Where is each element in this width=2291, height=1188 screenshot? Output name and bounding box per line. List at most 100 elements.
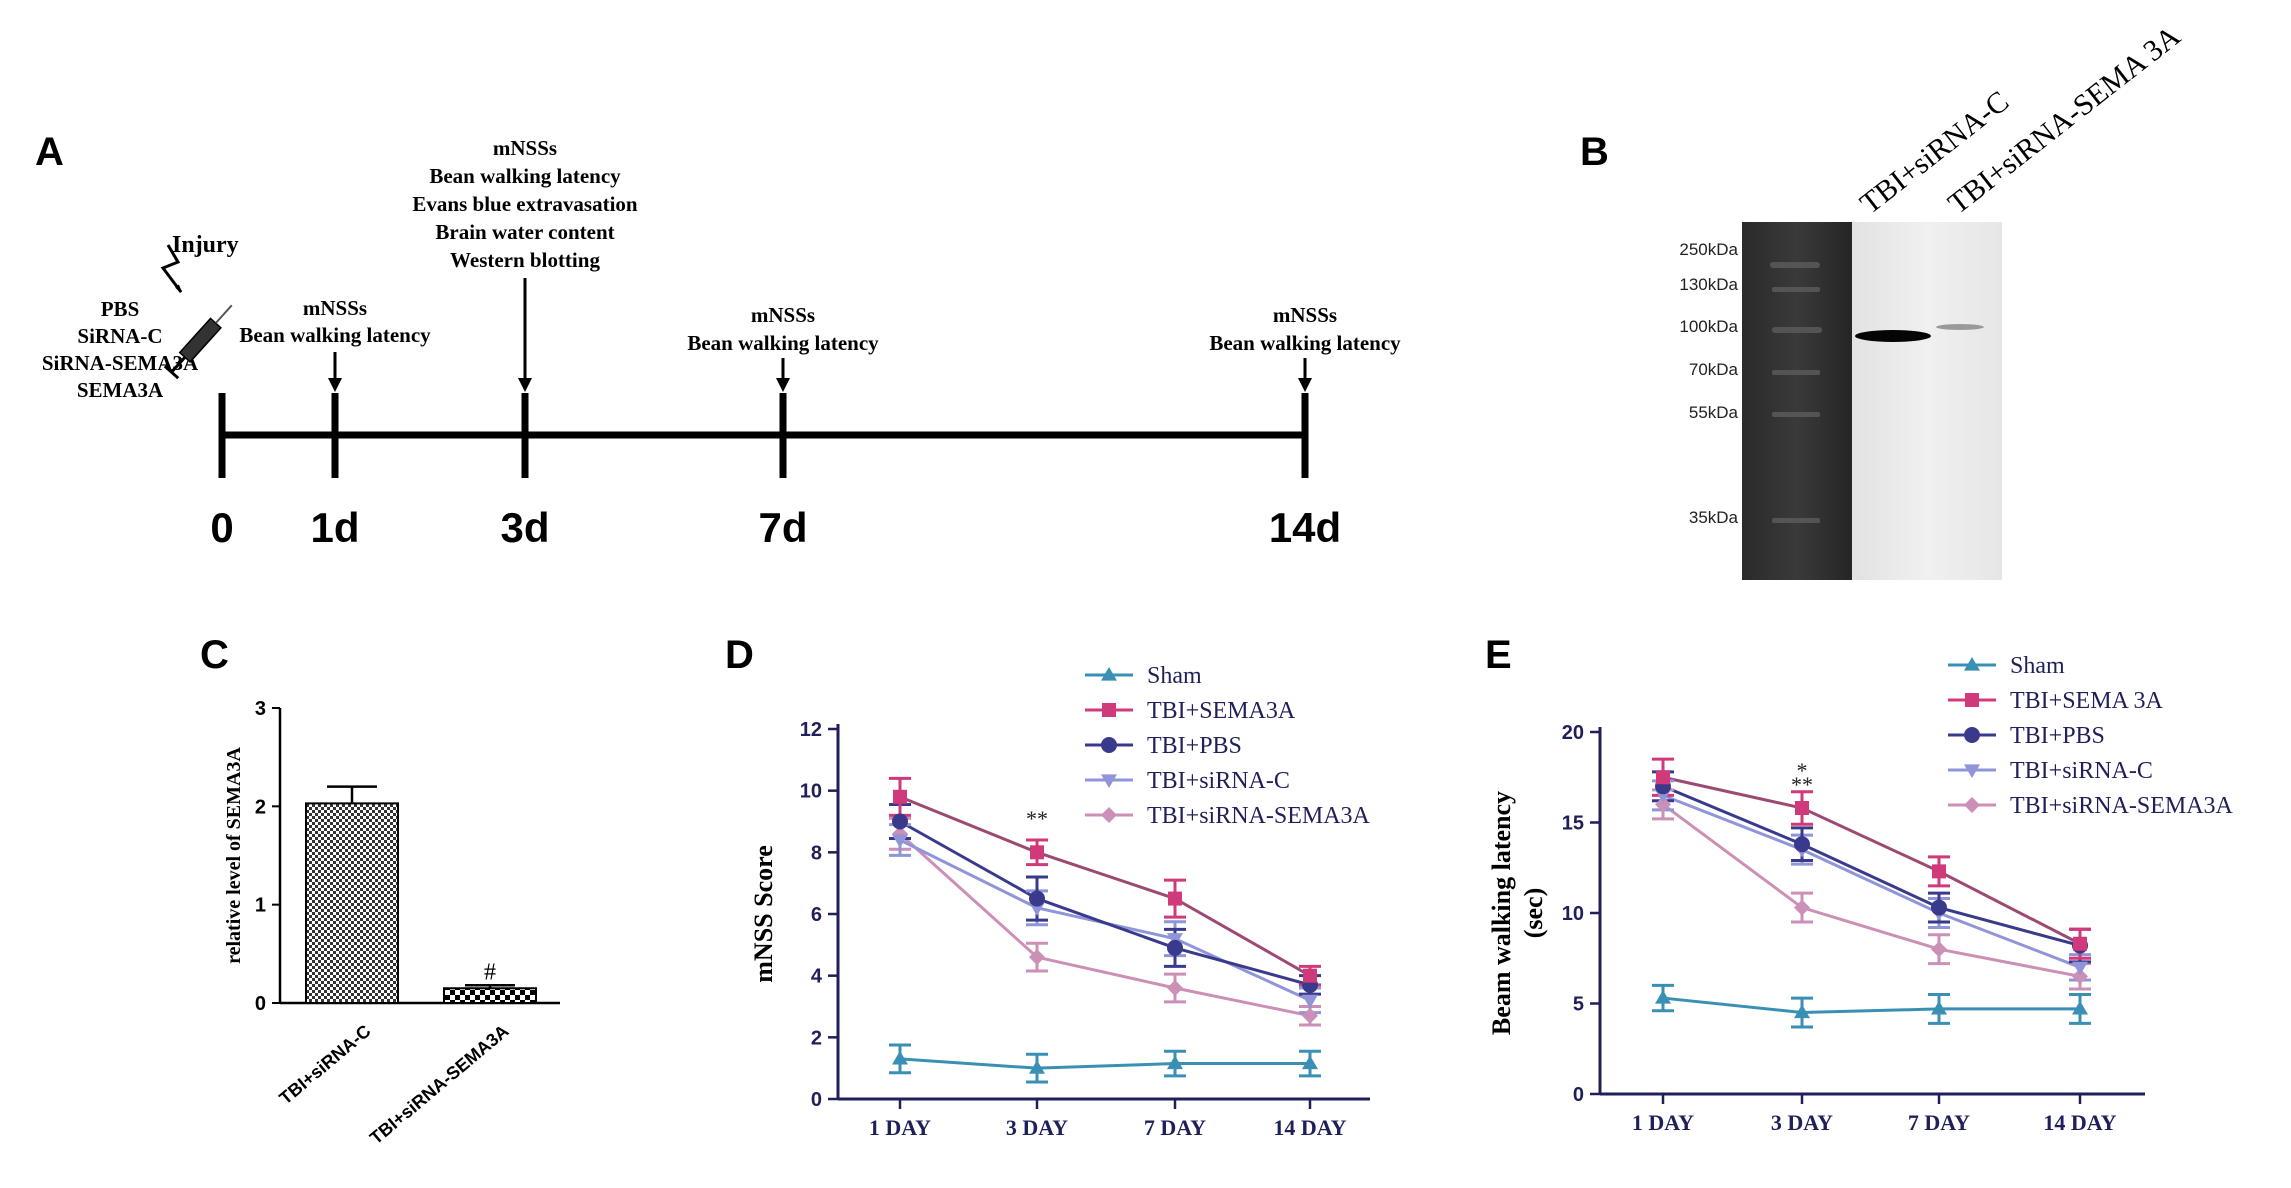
note-7d-line-2: Bean walking latency — [687, 331, 879, 355]
panel-label-e: E — [1485, 633, 1512, 677]
data-point — [2072, 961, 2088, 976]
marker-70: 70kDa — [1689, 360, 1739, 379]
y-tick-label: 2 — [255, 796, 266, 818]
series-line — [1662, 803, 2081, 978]
legend-label: Sham — [2010, 653, 2065, 679]
ladder-lane — [1742, 222, 1852, 580]
legend-label: TBI+siRNA-C — [2010, 758, 2153, 784]
data-point — [1795, 801, 1809, 816]
legend-label: TBI+SEMA3A — [1147, 698, 1296, 724]
note-14d-line-1: mNSSs — [1273, 303, 1337, 327]
significance-mark: # — [484, 959, 496, 985]
chart-c: 0 1 2 3 TBI+siRNA-C # TBI+siRNA-SEMA3A relative… — [223, 698, 560, 1148]
legend-marker — [1965, 693, 1979, 707]
legend-label: TBI+siRNA-SEMA3A — [2010, 793, 2234, 819]
y-tick-label: 10 — [1562, 903, 1584, 925]
data-point — [1029, 1060, 1045, 1074]
data-point — [892, 813, 908, 830]
lane-label-sirna-c: TBI+siRNA-C — [1854, 85, 2015, 221]
timeline-label-14d: 14d — [1269, 504, 1341, 551]
bar-sirna-sema3a — [443, 987, 537, 1004]
y-tick-label: 1 — [255, 895, 266, 917]
data-point — [1932, 864, 1946, 879]
data-point — [1029, 949, 1045, 966]
x-tick-label: 7 DAY — [1144, 1115, 1206, 1140]
series-line — [1662, 784, 2081, 948]
panel-label-b: B — [1580, 130, 1609, 174]
syringe-icon — [163, 304, 233, 380]
data-point — [1931, 899, 1947, 916]
chart-e: 0 5 10 15 20 1 DAY 3 DAY 7 DAY 14 DAY *** Beam wal… — [1487, 653, 2234, 1135]
legend-marker — [1101, 807, 1117, 823]
series-line — [899, 838, 1311, 1002]
y-tick-label: 0 — [1573, 1084, 1584, 1106]
category-label: TBI+siRNA-SEMA3A — [366, 1021, 513, 1149]
y-axis-title: mNSS Score — [749, 845, 778, 982]
x-tick-label: 3 DAY — [1771, 1110, 1833, 1135]
data-point — [1302, 1007, 1318, 1024]
data-point — [893, 789, 907, 804]
x-tick-label: 1 DAY — [1632, 1110, 1694, 1135]
marker-55: 55kDa — [1689, 403, 1739, 422]
data-point — [1167, 939, 1183, 956]
series-line — [898, 832, 1311, 1018]
legend-label: TBI+siRNA-C — [1147, 768, 1290, 794]
legend-label: TBI+siRNA-SEMA3A — [1147, 803, 1371, 829]
panel-label-d: D — [725, 633, 754, 677]
treatment-sema3a: SEMA3A — [77, 378, 164, 402]
note-3d-line-3: Evans blue extravasation — [412, 192, 638, 216]
legend-marker — [1101, 667, 1117, 681]
y-tick-label: 3 — [255, 698, 266, 720]
significance-mark: ** — [1791, 772, 1813, 797]
data-point — [1794, 1004, 1810, 1019]
x-tick-label: 1 DAY — [869, 1115, 931, 1140]
injury-icon: Injury — [160, 232, 239, 293]
data-point — [1302, 994, 1318, 1009]
note-3d-line-4: Brain water content — [435, 220, 614, 244]
western-blot: 250kDa 130kDa 100kDa 70kDa 55kDa 35kDa T… — [1679, 19, 2187, 580]
panel-label-a: A — [35, 130, 64, 174]
y-tick-label: 8 — [811, 842, 822, 864]
note-7d-line-1: mNSSs — [751, 303, 815, 327]
band-sirna-sema3a — [1936, 324, 1984, 330]
legend-label: Sham — [1147, 663, 1202, 689]
series-line — [1662, 775, 2081, 946]
marker-250: 250kDa — [1679, 240, 1738, 259]
x-tick-label: 14 DAY — [1273, 1115, 1346, 1140]
arrowhead-14d — [1298, 378, 1312, 392]
data-point — [1931, 1000, 1947, 1015]
data-point — [1167, 1055, 1183, 1070]
series-line — [1662, 996, 2080, 1015]
legend-marker — [1101, 737, 1117, 753]
y-tick-label: 12 — [800, 719, 822, 741]
y-axis-title: relative level of SEMA3A — [223, 747, 245, 964]
chart-d: 0 2 4 6 8 10 12 1 DAY 3 DAY 7 DAY 14 DAY ** mNSS Sco… — [749, 663, 1371, 1140]
x-tick-label: 3 DAY — [1006, 1115, 1068, 1140]
y-tick-label: 2 — [811, 1027, 822, 1049]
legend-label: TBI+PBS — [1147, 733, 1242, 759]
data-point — [1931, 941, 1947, 958]
data-point — [1029, 902, 1045, 916]
note-1d-line-1: mNSSs — [303, 296, 367, 320]
data-point — [1030, 845, 1044, 860]
treatment-sirna-c: SiRNA-C — [77, 324, 162, 348]
timeline-label-0: 0 — [210, 504, 233, 551]
legend-label: TBI+SEMA 3A — [2010, 688, 2164, 714]
x-tick-label: 7 DAY — [1908, 1110, 1970, 1135]
legend-marker — [1101, 774, 1117, 788]
marker-100: 100kDa — [1679, 317, 1738, 336]
category-label: TBI+siRNA-C — [276, 1021, 375, 1109]
timeline-label-1d: 1d — [310, 504, 359, 551]
note-1d-line-2: Bean walking latency — [239, 323, 431, 347]
treatment-pbs: PBS — [101, 297, 140, 321]
series-line — [899, 1057, 1310, 1070]
note-3d-line-1: mNSSs — [493, 136, 557, 160]
data-point — [1656, 770, 1670, 785]
legend-marker — [1102, 703, 1116, 717]
data-point — [1794, 899, 1810, 916]
series-line — [1662, 793, 2081, 969]
data-point — [1302, 1055, 1318, 1070]
y-tick-label: 10 — [800, 781, 822, 803]
marker-35: 35kDa — [1689, 508, 1739, 527]
timeline-label-7d: 7d — [758, 504, 807, 551]
